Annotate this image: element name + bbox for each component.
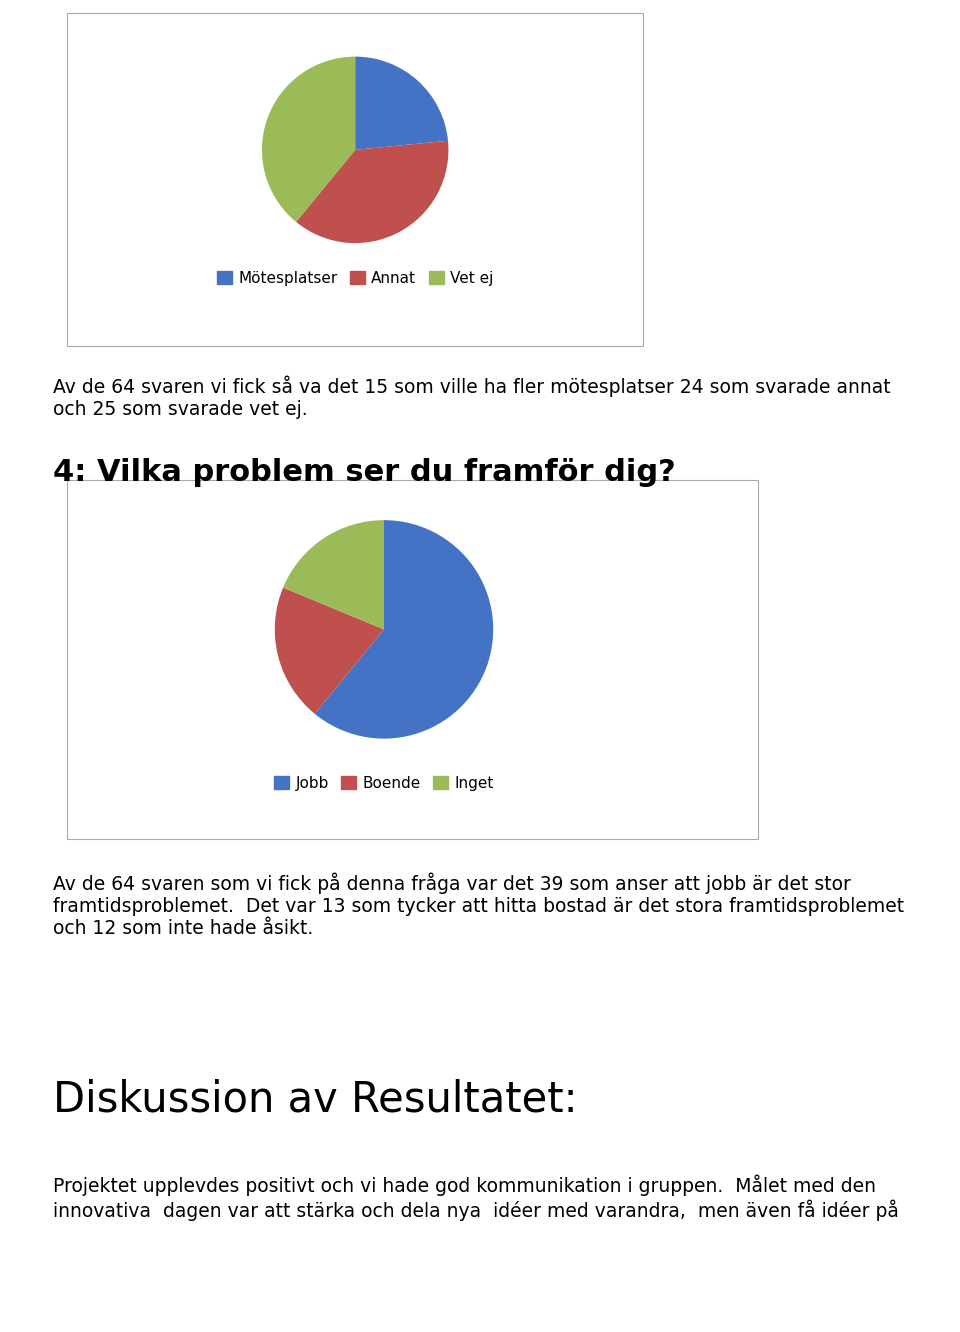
Legend: Mötesplatser, Annat, Vet ej: Mötesplatser, Annat, Vet ej	[214, 268, 496, 289]
Text: Av de 64 svaren som vi fick på denna fråga var det 39 som anser att jobb är det : Av de 64 svaren som vi fick på denna frå…	[53, 872, 904, 938]
Wedge shape	[262, 56, 355, 222]
Wedge shape	[355, 56, 448, 149]
Text: Diskussion av Resultatet:: Diskussion av Resultatet:	[53, 1079, 577, 1122]
Text: Av de 64 svaren vi fick så va det 15 som ville ha fler mötesplatser 24 som svara: Av de 64 svaren vi fick så va det 15 som…	[53, 376, 891, 420]
Wedge shape	[315, 519, 493, 738]
Wedge shape	[283, 519, 384, 630]
Legend: Jobb, Boende, Inget: Jobb, Boende, Inget	[271, 773, 497, 794]
Text: 4: Vilka problem ser du framför dig?: 4: Vilka problem ser du framför dig?	[53, 458, 676, 488]
Text: Projektet upplevdes positivt och vi hade god kommunikation i gruppen.  Målet med: Projektet upplevdes positivt och vi hade…	[53, 1175, 899, 1221]
Wedge shape	[275, 587, 384, 714]
Wedge shape	[296, 141, 448, 242]
